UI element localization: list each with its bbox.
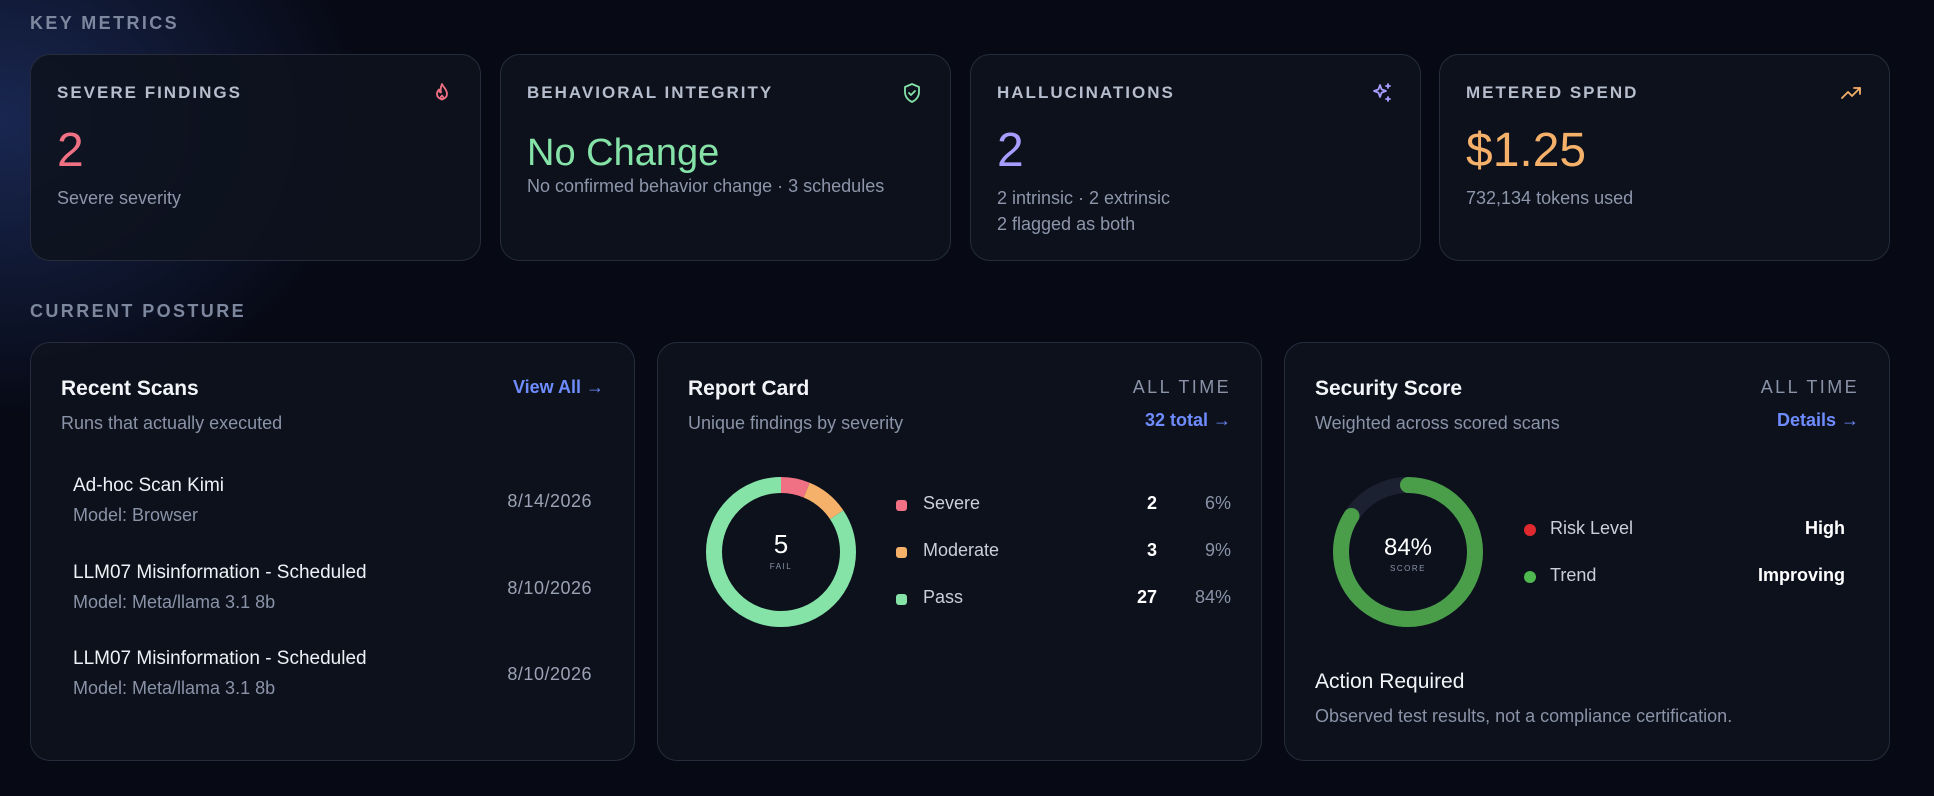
risk-level-row: Risk Level High (1524, 518, 1845, 542)
metric-value: $1.25 (1466, 124, 1587, 177)
scan-date: 8/10/2026 (507, 664, 592, 684)
metric-subtext: 732,134 tokens used (1466, 188, 1634, 208)
metric-title: METERED SPEND (1466, 83, 1639, 102)
key-metrics-heading: KEY METRICS (30, 13, 180, 33)
scan-model: Model: Meta/llama 3.1 8b (73, 592, 276, 612)
time-range-tag: ALL TIME (1760, 377, 1859, 397)
score-value: 84% (1383, 534, 1433, 561)
metric-value: 2 (57, 124, 84, 177)
legend-percent: 9% (1204, 540, 1231, 560)
findings-donut: 5 FAIL (705, 476, 857, 628)
scan-date: 8/14/2026 (507, 491, 592, 511)
metric-subtext: 2 intrinsic · 2 extrinsic (997, 188, 1171, 208)
donut-center-value: 5 (773, 529, 789, 559)
scan-model: Model: Meta/llama 3.1 8b (73, 678, 276, 698)
score-row-label: Risk Level (1550, 518, 1634, 538)
panel-title: Recent Scans (61, 377, 199, 400)
panel-title: Security Score (1315, 377, 1463, 400)
details-link[interactable]: Details → (1776, 410, 1859, 430)
trend-dot (1524, 571, 1536, 583)
score-row-label: Trend (1550, 565, 1597, 585)
scan-date: 8/10/2026 (507, 578, 592, 598)
legend-label: Severe (923, 493, 981, 513)
current-posture-heading: CURRENT POSTURE (30, 301, 247, 321)
legend-count: 27 (1136, 587, 1157, 607)
metered-spend-card[interactable]: METERED SPEND $1.25 732,134 tokens used (1439, 54, 1890, 261)
report-card-panel: Report Card Unique findings by severity … (657, 342, 1262, 761)
score-gauge-fill (1333, 477, 1483, 627)
action-required-title: Action Required (1315, 670, 1465, 693)
legend-row-severe: Severe 2 6% (896, 493, 1231, 517)
scan-name: LLM07 Misinformation - Scheduled (73, 648, 367, 669)
view-all-link[interactable]: View All → (512, 377, 604, 397)
legend-swatch (896, 547, 907, 558)
security-score-panel: Security Score Weighted across scored sc… (1284, 342, 1890, 761)
metric-title: SEVERE FINDINGS (57, 83, 242, 102)
scan-name: Ad-hoc Scan Kimi (73, 475, 225, 496)
panel-subtitle: Runs that actually executed (61, 413, 283, 433)
legend-count: 3 (1146, 540, 1157, 560)
behavioral-integrity-card[interactable]: BEHAVIORAL INTEGRITY No Change No confir… (500, 54, 951, 261)
findings-donut-chart (706, 477, 856, 627)
scan-list-item[interactable]: Ad-hoc Scan Kimi Model: Browser 8/14/202… (73, 475, 592, 535)
scan-list-item[interactable]: LLM07 Misinformation - Scheduled Model: … (73, 648, 592, 708)
metric-subtext: 2 flagged as both (997, 214, 1136, 234)
legend-row-moderate: Moderate 3 9% (896, 540, 1231, 564)
metric-subtext: Severe severity (57, 188, 182, 208)
metric-value: 2 (997, 124, 1024, 177)
legend-percent: 6% (1204, 493, 1231, 513)
trending-up-icon (1841, 87, 1861, 99)
legend-percent: 84% (1194, 587, 1231, 607)
shield-check-icon (904, 83, 920, 103)
legend-label: Pass (923, 587, 964, 607)
donut-segment-pass (706, 477, 856, 627)
trend-row: Trend Improving (1524, 565, 1845, 589)
total-findings-link[interactable]: 32 total → (1144, 410, 1231, 430)
scan-model: Model: Browser (73, 505, 199, 525)
donut-center-caption: FAIL (769, 562, 793, 571)
score-gauge-chart (1333, 477, 1483, 627)
metric-subtext: No confirmed behavior change · 3 schedul… (527, 176, 885, 196)
legend-label: Moderate (923, 540, 1000, 560)
score-caption: SCORE (1390, 564, 1426, 573)
scan-list-item[interactable]: LLM07 Misinformation - Scheduled Model: … (73, 562, 592, 622)
score-row-value: Improving (1757, 565, 1845, 585)
score-gauge: 84% SCORE (1332, 476, 1484, 628)
time-range-tag: ALL TIME (1132, 377, 1231, 397)
metric-title: HALLUCINATIONS (997, 83, 1175, 102)
scan-name: LLM07 Misinformation - Scheduled (73, 562, 367, 583)
risk-level-dot (1524, 524, 1536, 536)
panel-subtitle: Unique findings by severity (688, 413, 904, 433)
legend-row-pass: Pass 27 84% (896, 587, 1231, 611)
recent-scans-panel: Recent Scans Runs that actually executed… (30, 342, 635, 761)
panel-subtitle: Weighted across scored scans (1315, 413, 1560, 433)
score-row-value: High (1805, 518, 1845, 538)
panel-title: Report Card (688, 377, 810, 400)
legend-swatch (896, 500, 907, 511)
action-required-text: Observed test results, not a compliance … (1315, 706, 1733, 726)
legend-count: 2 (1146, 493, 1157, 513)
metric-title: BEHAVIORAL INTEGRITY (527, 83, 774, 102)
metric-value: No Change (527, 132, 720, 174)
severe-findings-card[interactable]: SEVERE FINDINGS 2 Severe severity (30, 54, 481, 261)
sparkles-icon (1373, 83, 1391, 102)
flame-icon (436, 83, 448, 101)
hallucinations-card[interactable]: HALLUCINATIONS 2 2 intrinsic · 2 extrins… (970, 54, 1421, 261)
legend-swatch (896, 594, 907, 605)
